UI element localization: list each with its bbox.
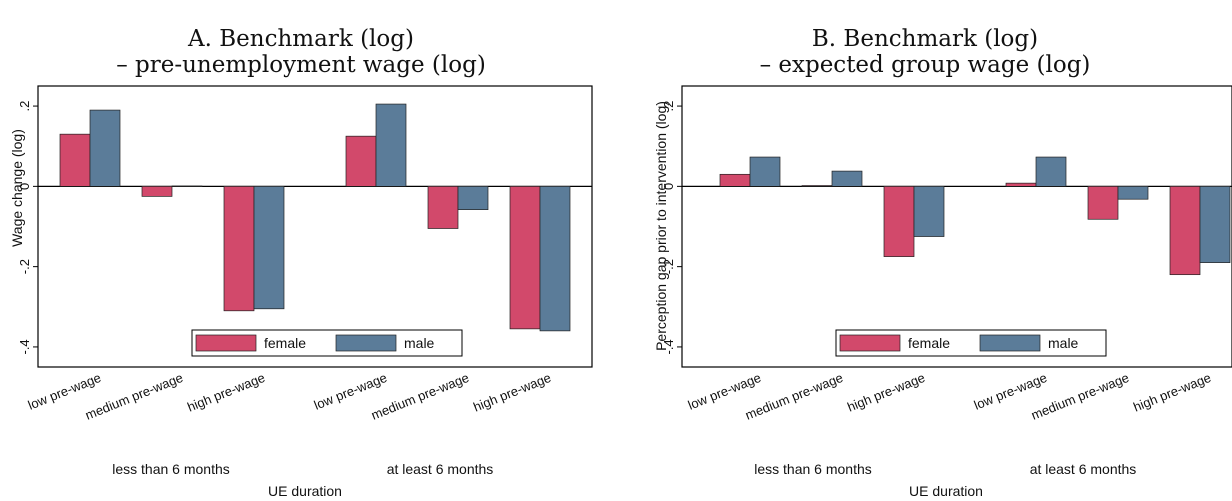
panel-a-y-tick-label: -.2 [17,259,32,274]
panel-b-group-label-1: less than 6 months [754,461,872,477]
panel-a-legend-swatch-male [335,334,397,352]
panel-a-bar-male-2-3 [539,186,571,332]
panel-a-legend-swatch-female [195,334,257,352]
panel-a-y-tick-label: 0 [17,183,32,190]
panel-a-bar-male-2-1 [375,103,407,187]
panel-a-legend-box [191,329,463,357]
panel-b-y-tick-label: 0 [661,183,676,190]
panel-b-legend-label-female: female [908,335,950,351]
panel-b-bar-female-1-1 [719,173,751,187]
panel-a-category-label: high pre-wage [185,370,267,415]
panel-b-bar-female-2-1 [1005,182,1037,187]
panel-a-title-line-2: – pre-unemployment wage (log) [116,52,486,78]
panel-b-y-tick-label: -.2 [661,259,676,274]
panel-a-group-label-2: at least 6 months [387,461,494,477]
panel-a-bar-male-2-2 [457,186,489,210]
panel-b-y-tick-label: -.4 [661,339,676,354]
panel-b-title-line-2: – expected group wage (log) [760,52,1091,78]
panel-b-category-label: high pre-wage [1131,370,1213,415]
panel-b-x-axis-label: UE duration [909,483,983,499]
panel-b-bar-male-1-3 [913,186,945,237]
panel-b-bar-female-1-3 [883,186,915,257]
panel-b-y-axis-label: Perception gap prior to intervention (lo… [653,101,669,351]
panel-b-legend-swatch-female [839,334,901,352]
panel-a-title-line-1: A. Benchmark (log) [187,26,414,52]
panel-b-chart: B. Benchmark (log) – expected group wage… [653,26,1232,499]
panel-a-bar-female-2-3 [509,186,541,330]
panel-b-y-tick-label: .2 [661,101,676,112]
panel-a-bar-female-2-2 [427,186,459,229]
panel-a-legend-label-male: male [404,335,435,351]
panel-b-bar-female-2-2 [1087,186,1119,220]
panel-b-plot-frame [681,85,1232,368]
panel-a-bar-female-1-3 [223,186,255,312]
panel-a-bar-male-1-2 [171,185,203,187]
panel-b-title-line-1: B. Benchmark (log) [812,26,1038,52]
panel-b-legend-swatch-male [979,334,1041,352]
panel-a-x-axis-label: UE duration [268,483,342,499]
panel-b-group-label-2: at least 6 months [1030,461,1137,477]
panel-a-category-label: high pre-wage [471,370,553,415]
panel-b-bar-male-2-1 [1035,156,1067,187]
panel-b-bar-female-1-2 [801,185,833,187]
panel-b-bar-male-2-3 [1199,186,1231,263]
panel-a-bar-female-2-1 [345,135,377,187]
panel-b-bar-female-2-3 [1169,186,1201,276]
panel-b-bar-male-1-2 [831,170,863,187]
panel-b-bar-male-1-1 [749,156,781,187]
panel-a-y-tick-label: -.4 [17,339,32,354]
panel-a-chart: A. Benchmark (log) – pre-unemployment wa… [9,26,593,499]
panel-a-group-label-1: less than 6 months [112,461,230,477]
panel-b-bar-male-2-2 [1117,186,1149,200]
panel-b-category-label: high pre-wage [845,370,927,415]
panel-a-bar-male-1-3 [253,186,285,310]
panel-a-y-tick-label: .2 [17,101,32,112]
panel-a-bar-female-1-1 [59,133,91,187]
panel-b-legend-label-male: male [1048,335,1079,351]
panel-a-bar-male-1-1 [89,109,121,187]
panel-a-bar-female-1-2 [141,186,173,197]
panel-a-y-axis-label: Wage change (log) [9,129,25,247]
panel-a-legend-label-female: female [264,335,306,351]
panel-a-plot-frame [37,85,593,368]
